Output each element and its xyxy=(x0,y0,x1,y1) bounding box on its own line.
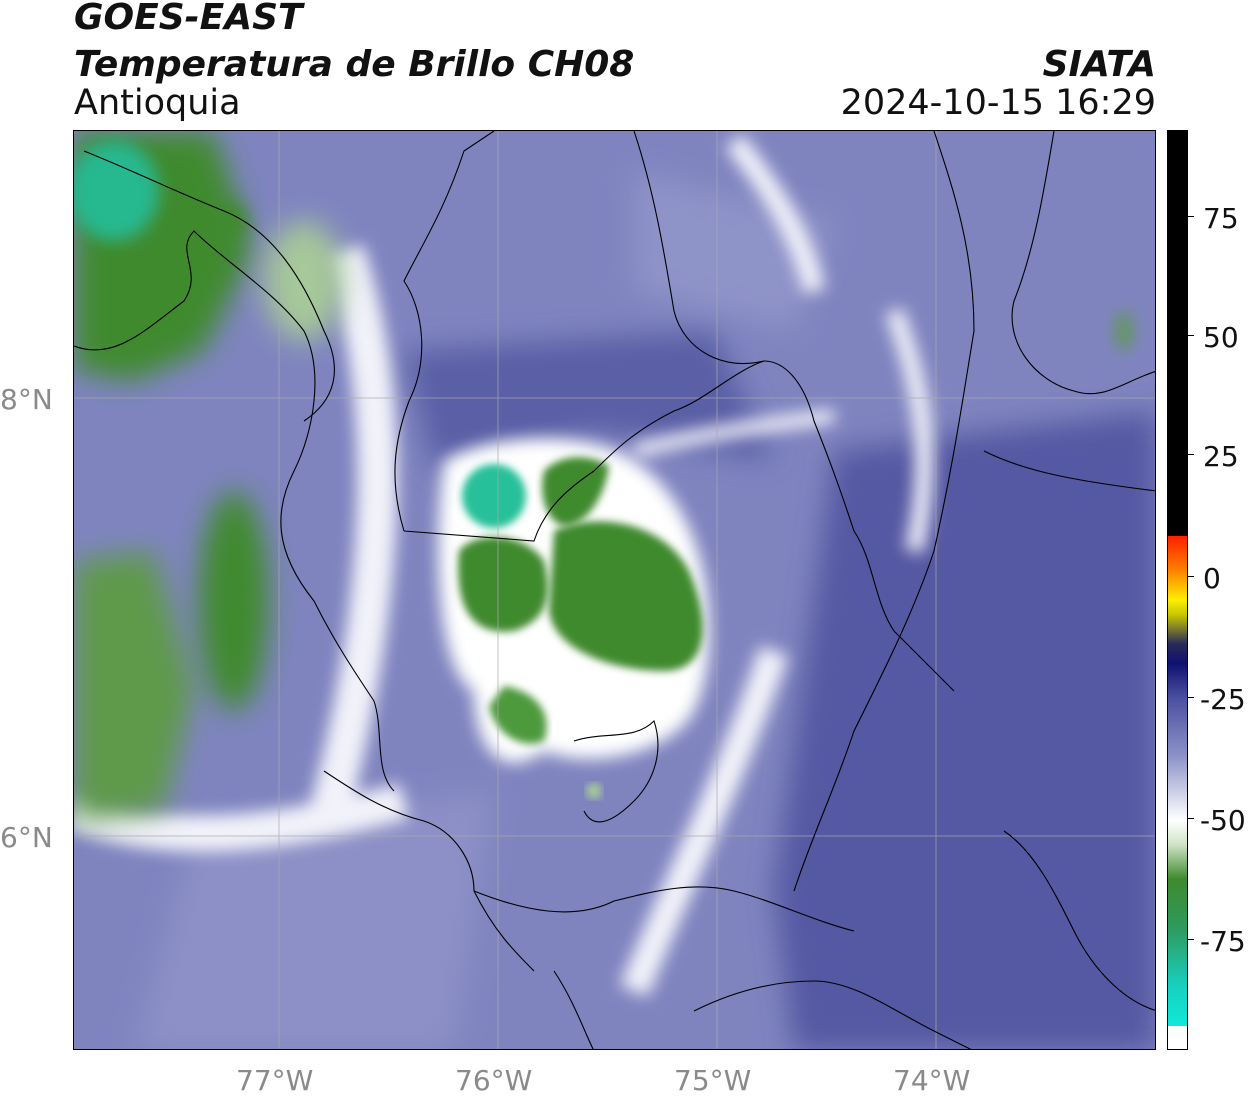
cbar-tick-mark-75 xyxy=(1188,216,1194,217)
cbar-tick-minus50: -50 xyxy=(1200,804,1246,837)
storm-cluster xyxy=(438,438,710,799)
lon-label-76w: 76°W xyxy=(455,1064,533,1097)
cbar-tick-mark-0 xyxy=(1188,576,1194,577)
gridlines xyxy=(74,131,1155,1049)
cbar-tick-mark-m75 xyxy=(1188,939,1194,940)
lon-label-75w: 75°W xyxy=(674,1064,752,1097)
cbar-tick-25: 25 xyxy=(1203,440,1239,473)
lat-label-8n: 8°N xyxy=(0,383,53,416)
map-field xyxy=(74,131,1155,1049)
colorbar xyxy=(1167,130,1188,1050)
colorbar-hot-segment xyxy=(1168,131,1187,536)
lon-label-74w: 74°W xyxy=(893,1064,971,1097)
agency-label: SIATA xyxy=(1042,44,1156,85)
cbar-tick-minus75: -75 xyxy=(1200,925,1246,958)
cbar-tick-50: 50 xyxy=(1203,321,1239,354)
colorbar-gradient xyxy=(1168,536,1187,1026)
colorbar-min-segment xyxy=(1168,1026,1187,1049)
product-title: Temperatura de Brillo CH08 xyxy=(74,44,635,85)
satellite-title: GOES-EAST xyxy=(74,0,303,38)
cbar-tick-75: 75 xyxy=(1203,202,1239,235)
region-label: Antioquia xyxy=(74,83,241,123)
cbar-tick-mark-m25 xyxy=(1188,697,1194,698)
satellite-map xyxy=(73,130,1156,1050)
lon-label-77w: 77°W xyxy=(236,1064,314,1097)
lat-label-6n: 6°N xyxy=(0,821,53,854)
timestamp-label: 2024-10-15 16:29 xyxy=(840,83,1156,123)
cbar-tick-mark-m50 xyxy=(1188,818,1194,819)
cbar-tick-minus25: -25 xyxy=(1200,683,1246,716)
cbar-tick-0: 0 xyxy=(1203,562,1221,595)
dry-region xyxy=(134,171,1155,1049)
cbar-tick-mark-25 xyxy=(1188,454,1194,455)
cbar-tick-mark-50 xyxy=(1188,335,1194,336)
moisture-bands xyxy=(74,134,934,997)
boundaries xyxy=(74,131,1155,1049)
